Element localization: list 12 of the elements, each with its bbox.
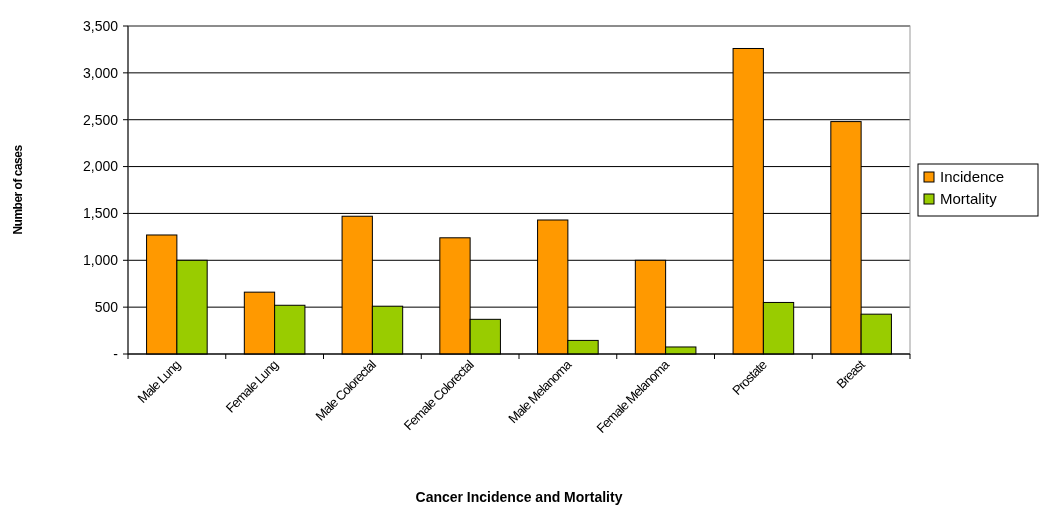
- y-tick-label: 1,000: [82, 252, 119, 269]
- x-axis-title: Cancer Incidence and Mortality: [415, 489, 623, 505]
- y-tick-label: 3,500: [82, 17, 119, 34]
- legend-label: Incidence: [940, 168, 1005, 186]
- y-tick-label: 1,500: [82, 205, 119, 222]
- y-tick-label: 2,000: [82, 158, 119, 175]
- y-axis-title: Number of cases: [11, 144, 25, 235]
- y-tick-label: 3,000: [82, 64, 119, 81]
- y-tick-label: 2,500: [82, 111, 119, 128]
- legend-label: Mortality: [940, 190, 998, 208]
- y-tick-label: -: [113, 345, 119, 362]
- y-tick-label: 500: [94, 299, 119, 316]
